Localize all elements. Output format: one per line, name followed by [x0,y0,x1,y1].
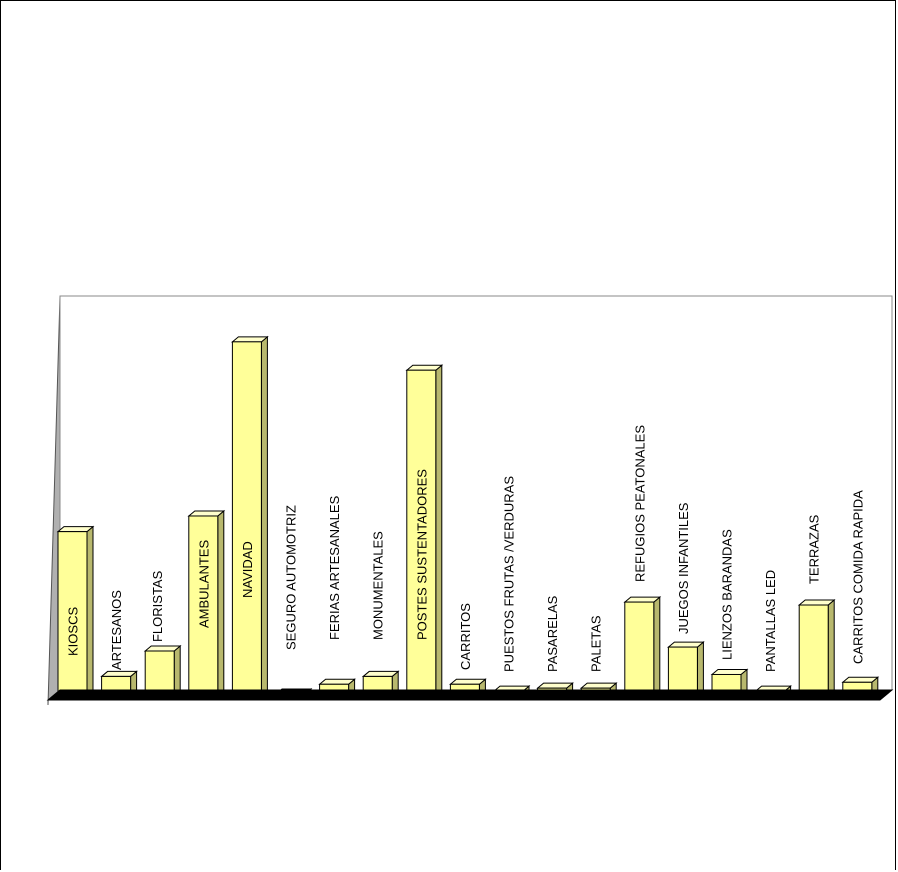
bar-side [217,509,225,698]
category-label: NAVIDAD [240,541,255,598]
category-label: FERIAS ARTESANALES [327,495,342,640]
category-label: PASARELAS [545,595,560,672]
bar-top [841,676,880,683]
bar-top [143,645,182,652]
category-label: ARTESANOS [109,590,124,670]
category-label: POSTES SUSTENTADORES [414,469,429,640]
bar [624,601,655,697]
category-label: REFUGIOS PEATONALES [632,425,647,582]
category-label: PALETAS [589,615,604,672]
bar-top [449,678,487,685]
bar-top [187,510,226,517]
bar-top [623,596,662,603]
category-label: FLORISTAS [150,570,165,642]
bar [231,341,262,697]
category-label: CARRITOS [458,603,473,670]
category-label: MONUMENTALES [371,531,386,640]
category-label: AMBULANTES [196,540,211,628]
bar-top [797,599,836,606]
bar-top [361,670,400,677]
bar-side [653,596,661,698]
bar-top [579,682,618,689]
bar-side [435,364,443,698]
bar [144,650,175,697]
bar-side [86,525,94,698]
bar-top [100,670,138,677]
category-label: TERRAZAS [807,514,822,584]
bar [798,604,829,697]
bar-top [536,682,574,689]
bar-top [231,336,269,343]
bar-top [405,364,444,371]
bar-top [710,668,749,675]
category-label: SEGURO AUTOMOTRIZ [284,505,299,650]
bar-side [260,335,268,698]
category-label: KIOSCS [66,607,81,656]
bar-top [318,678,356,685]
chart-floor [46,689,894,701]
bar-top [667,641,705,648]
bar-side [173,644,181,698]
bar-side [696,641,704,698]
category-label: PANTALLAS LED [763,570,778,672]
category-label: JUEGOS INFANTILES [676,502,691,634]
category-label: LIENZOS BARANDAS [720,529,735,660]
bar-top [56,526,95,533]
category-label: CARRITOS COMIDA RAPIDA [850,490,865,664]
bar-side [827,598,835,698]
bar [667,646,698,697]
category-label: PUESTOS FRUTAS /VERDURAS [502,476,517,672]
